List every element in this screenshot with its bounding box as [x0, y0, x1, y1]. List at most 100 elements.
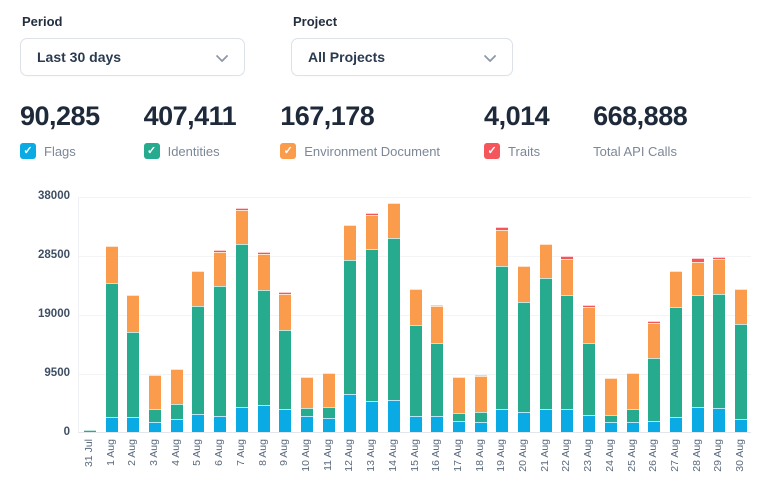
project-select[interactable]: All Projects — [291, 38, 513, 76]
bar-segment[interactable] — [409, 288, 422, 325]
bar-segment[interactable] — [431, 416, 444, 432]
bar-segment[interactable] — [626, 422, 639, 432]
stacked-bar[interactable] — [279, 292, 292, 432]
bar-segment[interactable] — [496, 229, 509, 267]
bar-segment[interactable] — [713, 408, 726, 432]
bar-segment[interactable] — [539, 278, 552, 410]
bar-segment[interactable] — [322, 406, 335, 419]
bar-segment[interactable] — [691, 406, 704, 432]
stacked-bar[interactable] — [83, 430, 96, 432]
stacked-bar[interactable] — [257, 252, 270, 432]
stacked-bar[interactable] — [214, 249, 227, 432]
bar-segment[interactable] — [735, 419, 748, 432]
stacked-bar[interactable] — [387, 203, 400, 432]
bar-segment[interactable] — [518, 301, 531, 413]
bar-segment[interactable] — [431, 306, 444, 343]
traits-checkbox[interactable]: ✓ — [484, 143, 501, 160]
bar-segment[interactable] — [235, 208, 248, 210]
bar-segment[interactable] — [648, 421, 661, 432]
bar-segment[interactable] — [431, 342, 444, 417]
bar-segment[interactable] — [604, 414, 617, 423]
bar-segment[interactable] — [387, 400, 400, 432]
bar-segment[interactable] — [691, 258, 704, 262]
stacked-bar[interactable] — [648, 321, 661, 432]
stacked-bar[interactable] — [518, 266, 531, 432]
bar-segment[interactable] — [561, 294, 574, 409]
bar-segment[interactable] — [670, 307, 683, 418]
bar-segment[interactable] — [344, 393, 357, 432]
bar-segment[interactable] — [257, 254, 270, 290]
stacked-bar[interactable] — [626, 372, 639, 432]
bar-segment[interactable] — [539, 243, 552, 278]
bar-segment[interactable] — [300, 407, 313, 417]
bar-segment[interactable] — [648, 322, 661, 359]
bar-segment[interactable] — [735, 288, 748, 324]
bar-segment[interactable] — [300, 416, 313, 432]
bar-segment[interactable] — [127, 332, 140, 418]
bar-segment[interactable] — [496, 408, 509, 432]
bar-segment[interactable] — [257, 405, 270, 432]
bar-segment[interactable] — [322, 418, 335, 432]
stacked-bar[interactable] — [691, 258, 704, 432]
environment-document-checkbox[interactable]: ✓ — [280, 143, 297, 160]
bar-segment[interactable] — [648, 358, 661, 422]
bar-segment[interactable] — [648, 321, 661, 323]
stacked-bar[interactable] — [735, 288, 748, 432]
bar-segment[interactable] — [366, 248, 379, 402]
bar-segment[interactable] — [387, 203, 400, 238]
bar-segment[interactable] — [148, 422, 161, 432]
bar-segment[interactable] — [691, 295, 704, 407]
bar-segment[interactable] — [279, 294, 292, 330]
stacked-bar[interactable] — [366, 213, 379, 432]
stacked-bar[interactable] — [192, 270, 205, 432]
bar-segment[interactable] — [192, 414, 205, 432]
bar-segment[interactable] — [366, 401, 379, 432]
bar-segment[interactable] — [192, 270, 205, 306]
bar-segment[interactable] — [170, 419, 183, 432]
stacked-bar[interactable] — [344, 224, 357, 432]
bar-segment[interactable] — [713, 257, 726, 260]
bar-segment[interactable] — [474, 422, 487, 432]
bar-segment[interactable] — [322, 372, 335, 407]
bar-segment[interactable] — [496, 266, 509, 409]
stacked-bar[interactable] — [474, 374, 487, 432]
bar-segment[interactable] — [257, 289, 270, 406]
bar-segment[interactable] — [148, 374, 161, 410]
bar-segment[interactable] — [474, 376, 487, 412]
bar-segment[interactable] — [691, 261, 704, 296]
bar-segment[interactable] — [214, 286, 227, 416]
bar-segment[interactable] — [713, 293, 726, 409]
bar-segment[interactable] — [279, 408, 292, 432]
bar-segment[interactable] — [409, 415, 422, 432]
flags-checkbox[interactable]: ✓ — [20, 143, 36, 160]
bar-segment[interactable] — [452, 412, 465, 421]
bar-segment[interactable] — [583, 342, 596, 415]
bar-segment[interactable] — [257, 252, 270, 255]
bar-segment[interactable] — [735, 323, 748, 420]
stacked-bar[interactable] — [170, 368, 183, 432]
bar-segment[interactable] — [604, 377, 617, 415]
bar-segment[interactable] — [105, 417, 118, 432]
stacked-bar[interactable] — [496, 227, 509, 432]
bar-segment[interactable] — [148, 409, 161, 423]
bar-segment[interactable] — [235, 243, 248, 408]
bar-segment[interactable] — [670, 271, 683, 308]
bar-segment[interactable] — [235, 209, 248, 244]
bar-segment[interactable] — [713, 259, 726, 294]
bar-segment[interactable] — [474, 374, 487, 377]
identities-checkbox[interactable]: ✓ — [143, 143, 160, 160]
bar-segment[interactable] — [409, 324, 422, 416]
bar-segment[interactable] — [604, 422, 617, 432]
bar-segment[interactable] — [170, 403, 183, 420]
stacked-bar[interactable] — [431, 304, 444, 432]
bar-segment[interactable] — [192, 305, 205, 414]
bar-segment[interactable] — [561, 408, 574, 432]
bar-segment[interactable] — [518, 266, 531, 302]
stacked-bar[interactable] — [148, 374, 161, 432]
bar-segment[interactable] — [626, 372, 639, 409]
stacked-bar[interactable] — [322, 372, 335, 432]
bar-segment[interactable] — [583, 305, 596, 307]
bar-segment[interactable] — [366, 214, 379, 249]
bar-segment[interactable] — [583, 414, 596, 432]
bar-segment[interactable] — [279, 329, 292, 409]
